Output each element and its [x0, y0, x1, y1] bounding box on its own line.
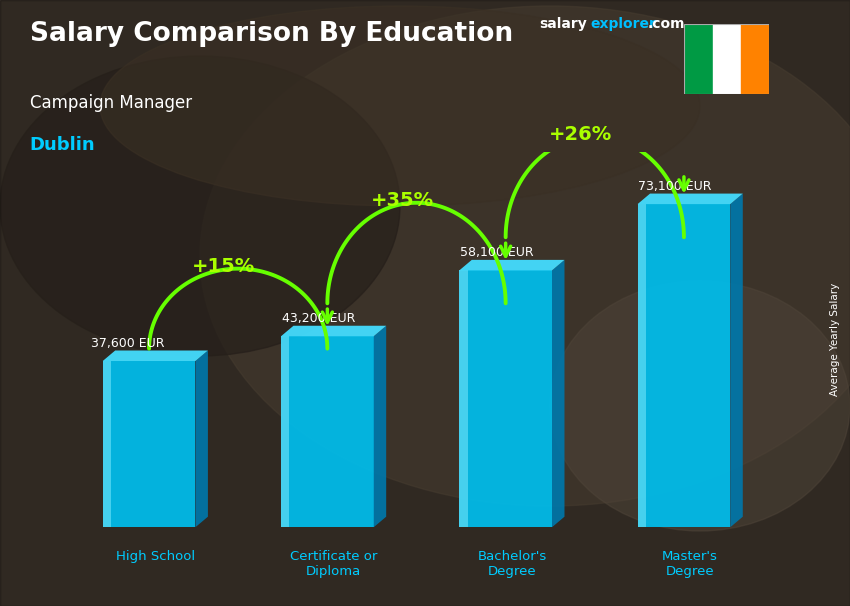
Polygon shape: [459, 260, 564, 270]
Polygon shape: [730, 193, 743, 527]
Polygon shape: [638, 193, 743, 204]
Polygon shape: [281, 336, 289, 527]
Text: Master's
Degree: Master's Degree: [662, 550, 718, 578]
Polygon shape: [552, 260, 564, 527]
Ellipse shape: [550, 281, 850, 531]
Text: salary: salary: [540, 17, 587, 31]
Text: .com: .com: [648, 17, 685, 31]
Text: Certificate or
Diploma: Certificate or Diploma: [290, 550, 377, 578]
Polygon shape: [281, 336, 374, 527]
Bar: [741, 24, 769, 94]
Polygon shape: [103, 361, 111, 527]
Text: High School: High School: [116, 550, 195, 563]
Text: 58,100 EUR: 58,100 EUR: [460, 246, 534, 259]
Text: explorer: explorer: [591, 17, 656, 31]
Text: Average Yearly Salary: Average Yearly Salary: [830, 283, 840, 396]
Polygon shape: [103, 361, 196, 527]
Text: 37,600 EUR: 37,600 EUR: [91, 337, 164, 350]
Text: Campaign Manager: Campaign Manager: [30, 94, 192, 112]
Text: Bachelor's
Degree: Bachelor's Degree: [477, 550, 547, 578]
Polygon shape: [638, 204, 730, 527]
Bar: [684, 24, 712, 94]
Text: +35%: +35%: [371, 191, 434, 210]
Text: 73,100 EUR: 73,100 EUR: [638, 180, 711, 193]
Text: +26%: +26%: [549, 125, 612, 144]
Ellipse shape: [200, 6, 850, 506]
Polygon shape: [281, 326, 386, 336]
Polygon shape: [103, 350, 208, 361]
Text: 43,200 EUR: 43,200 EUR: [281, 312, 355, 325]
Polygon shape: [374, 326, 386, 527]
Text: Dublin: Dublin: [30, 136, 95, 155]
Ellipse shape: [0, 56, 400, 356]
Polygon shape: [459, 270, 552, 527]
Polygon shape: [196, 350, 208, 527]
Bar: [712, 24, 741, 94]
Text: +15%: +15%: [192, 257, 256, 276]
Polygon shape: [638, 204, 646, 527]
Text: Salary Comparison By Education: Salary Comparison By Education: [30, 21, 513, 47]
Ellipse shape: [100, 6, 700, 206]
Polygon shape: [459, 270, 468, 527]
